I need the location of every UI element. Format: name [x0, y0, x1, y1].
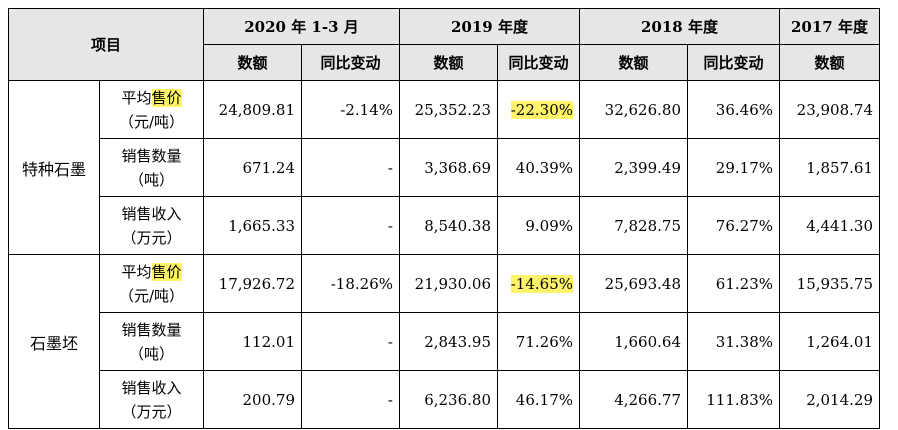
value-2017: 23,908.74: [779, 80, 880, 139]
change-2020q1: -: [301, 370, 400, 429]
header-period-2017: 2017 年度: [779, 8, 880, 45]
header-period-2018: 2018 年度: [579, 8, 780, 45]
item-label-highlight: 售价: [151, 262, 182, 281]
value-2018: 7,828.75: [579, 196, 688, 255]
value-2017: 1,857.61: [779, 138, 880, 197]
value-2018: 4,266.77: [579, 370, 688, 429]
item-unit: （万元）: [121, 228, 182, 247]
header-amount: 数额: [203, 44, 302, 81]
item-cell: 销售收入 （万元）: [99, 370, 204, 429]
item-label: 销售数量: [121, 320, 182, 339]
table-row: 销售数量 （吨） 112.01-2,843.95 71.26% 1,660.64 31.3…: [9, 312, 880, 371]
change-2019: -22.30%: [497, 80, 580, 139]
item-cell: 销售数量 （吨）: [99, 312, 204, 371]
header-change: 同比变动: [687, 44, 780, 81]
change-2020q1: -: [301, 138, 400, 197]
change-2020q1: -2.14%: [301, 80, 400, 139]
header-change: 同比变动: [497, 44, 580, 81]
item-label-highlight: 售价: [151, 88, 182, 107]
item-unit: （吨）: [128, 344, 174, 363]
item-unit: （万元）: [121, 402, 182, 421]
value-2017: 2,014.29: [779, 370, 880, 429]
change-2019-text: -14.65%: [510, 274, 573, 293]
value-2018: 32,626.80: [579, 80, 688, 139]
table-row: 石墨坯 平均售价 （元/吨） 17,926.72 -18.26% 21,930.06 -14…: [8, 254, 880, 429]
value-2017: 1,264.01: [779, 312, 880, 371]
sales-price-table: 项目 2020 年 1-3 月 2019 年度 2018 年度 2017 年度 …: [8, 8, 880, 429]
value-2019: 8,540.38: [399, 196, 498, 255]
value-2017: 15,935.75: [779, 254, 880, 313]
header-period-2020q1: 2020 年 1-3 月: [203, 8, 400, 45]
value-2020q1: 24,809.81: [203, 80, 302, 139]
value-2019: 25,352.23: [399, 80, 498, 139]
change-2019: 40.39%: [497, 138, 580, 197]
value-2018: 1,660.64: [579, 312, 688, 371]
table-body: 特种石墨 平均售价 （元/吨） 24,809.81 -2.14% 25,352.23 -22…: [8, 80, 880, 429]
value-2019: 21,930.06: [399, 254, 498, 313]
change-2020q1: -: [301, 312, 400, 371]
value-2020q1: 112.01: [203, 312, 302, 371]
value-2020q1: 17,926.72: [203, 254, 302, 313]
item-cell: 平均售价 （元/吨）: [99, 80, 204, 139]
change-2020q1: -: [301, 196, 400, 255]
category-cell: 特种石墨: [8, 80, 100, 255]
change-2019-text: 9.09%: [525, 216, 573, 235]
value-2019: 2,843.95: [399, 312, 498, 371]
header-amount: 数额: [579, 44, 688, 81]
header-item: 项目: [8, 8, 204, 81]
item-cell: 销售收入 （万元）: [99, 196, 204, 255]
value-2018: 2,399.49: [579, 138, 688, 197]
change-2019: 46.17%: [497, 370, 580, 429]
table-row: 销售数量 （吨） 671.24-3,368.69 40.39% 2,399.49 29.1…: [9, 138, 880, 197]
item-label: 销售数量: [121, 146, 182, 165]
header-change: 同比变动: [301, 44, 400, 81]
category-cell: 石墨坯: [8, 254, 100, 429]
table-row: 销售收入 （万元） 1,665.33-8,540.38 9.09% 7,828.75 76…: [9, 196, 880, 255]
header-amount: 数额: [399, 44, 498, 81]
header-amount: 数额: [779, 44, 880, 81]
value-2019: 3,368.69: [399, 138, 498, 197]
value-2017: 4,441.30: [779, 196, 880, 255]
change-2019: 71.26%: [497, 312, 580, 371]
item-label: 平均: [121, 262, 152, 281]
change-2019-text: 71.26%: [515, 332, 573, 351]
value-2020q1: 671.24: [203, 138, 302, 197]
value-2018: 25,693.48: [579, 254, 688, 313]
change-2019-text: -22.30%: [510, 100, 573, 119]
change-2018: 61.23%: [687, 254, 780, 313]
change-2018: 111.83%: [687, 370, 780, 429]
change-2020q1: -18.26%: [301, 254, 400, 313]
change-2019-text: 40.39%: [515, 158, 573, 177]
item-unit: （元/吨）: [118, 286, 185, 305]
item-label: 销售收入: [121, 204, 182, 223]
table-row: 销售收入 （万元） 200.79-6,236.80 46.17% 4,266.77 111…: [9, 370, 880, 429]
header-period-2019: 2019 年度: [399, 8, 580, 45]
change-2019: 9.09%: [497, 196, 580, 255]
item-cell: 销售数量 （吨）: [99, 138, 204, 197]
item-label: 平均: [121, 88, 152, 107]
change-2018: 76.27%: [687, 196, 780, 255]
item-unit: （元/吨）: [118, 112, 185, 131]
value-2019: 6,236.80: [399, 370, 498, 429]
change-2019-text: 46.17%: [515, 390, 573, 409]
change-2018: 36.46%: [687, 80, 780, 139]
change-2018: 31.38%: [687, 312, 780, 371]
item-unit: （吨）: [128, 170, 174, 189]
change-2019: -14.65%: [497, 254, 580, 313]
value-2020q1: 1,665.33: [203, 196, 302, 255]
item-label: 销售收入: [121, 378, 182, 397]
table-row: 特种石墨 平均售价 （元/吨） 24,809.81 -2.14% 25,352.23 -22…: [8, 80, 880, 255]
change-2018: 29.17%: [687, 138, 780, 197]
item-cell: 平均售价 （元/吨）: [99, 254, 204, 313]
value-2020q1: 200.79: [203, 370, 302, 429]
